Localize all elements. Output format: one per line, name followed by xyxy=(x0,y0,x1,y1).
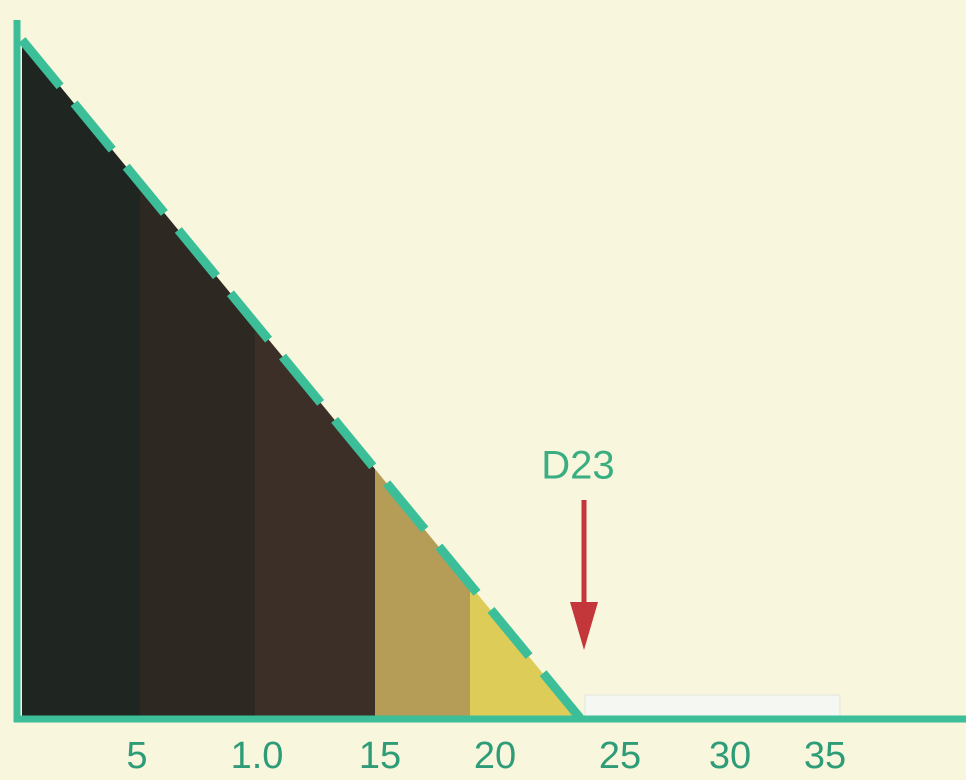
tick-labels: 5 1.0 15 20 25 30 35 xyxy=(126,735,846,777)
band xyxy=(140,183,255,719)
x-tick-label: 15 xyxy=(359,735,401,777)
annotation: D23 xyxy=(541,444,614,488)
x-tick-label: 20 xyxy=(474,735,516,777)
band xyxy=(255,323,375,719)
arrow-head xyxy=(570,602,598,650)
band xyxy=(375,469,470,719)
x-tick-label: 35 xyxy=(804,735,846,777)
dashed-line xyxy=(18,37,584,721)
x-tick-label: 30 xyxy=(709,735,751,777)
x-tick-label: 5 xyxy=(126,735,147,777)
x-tick-label: 1.0 xyxy=(231,735,284,777)
band xyxy=(22,40,140,719)
x-tick-label: 25 xyxy=(599,735,641,777)
white-box xyxy=(584,694,841,718)
